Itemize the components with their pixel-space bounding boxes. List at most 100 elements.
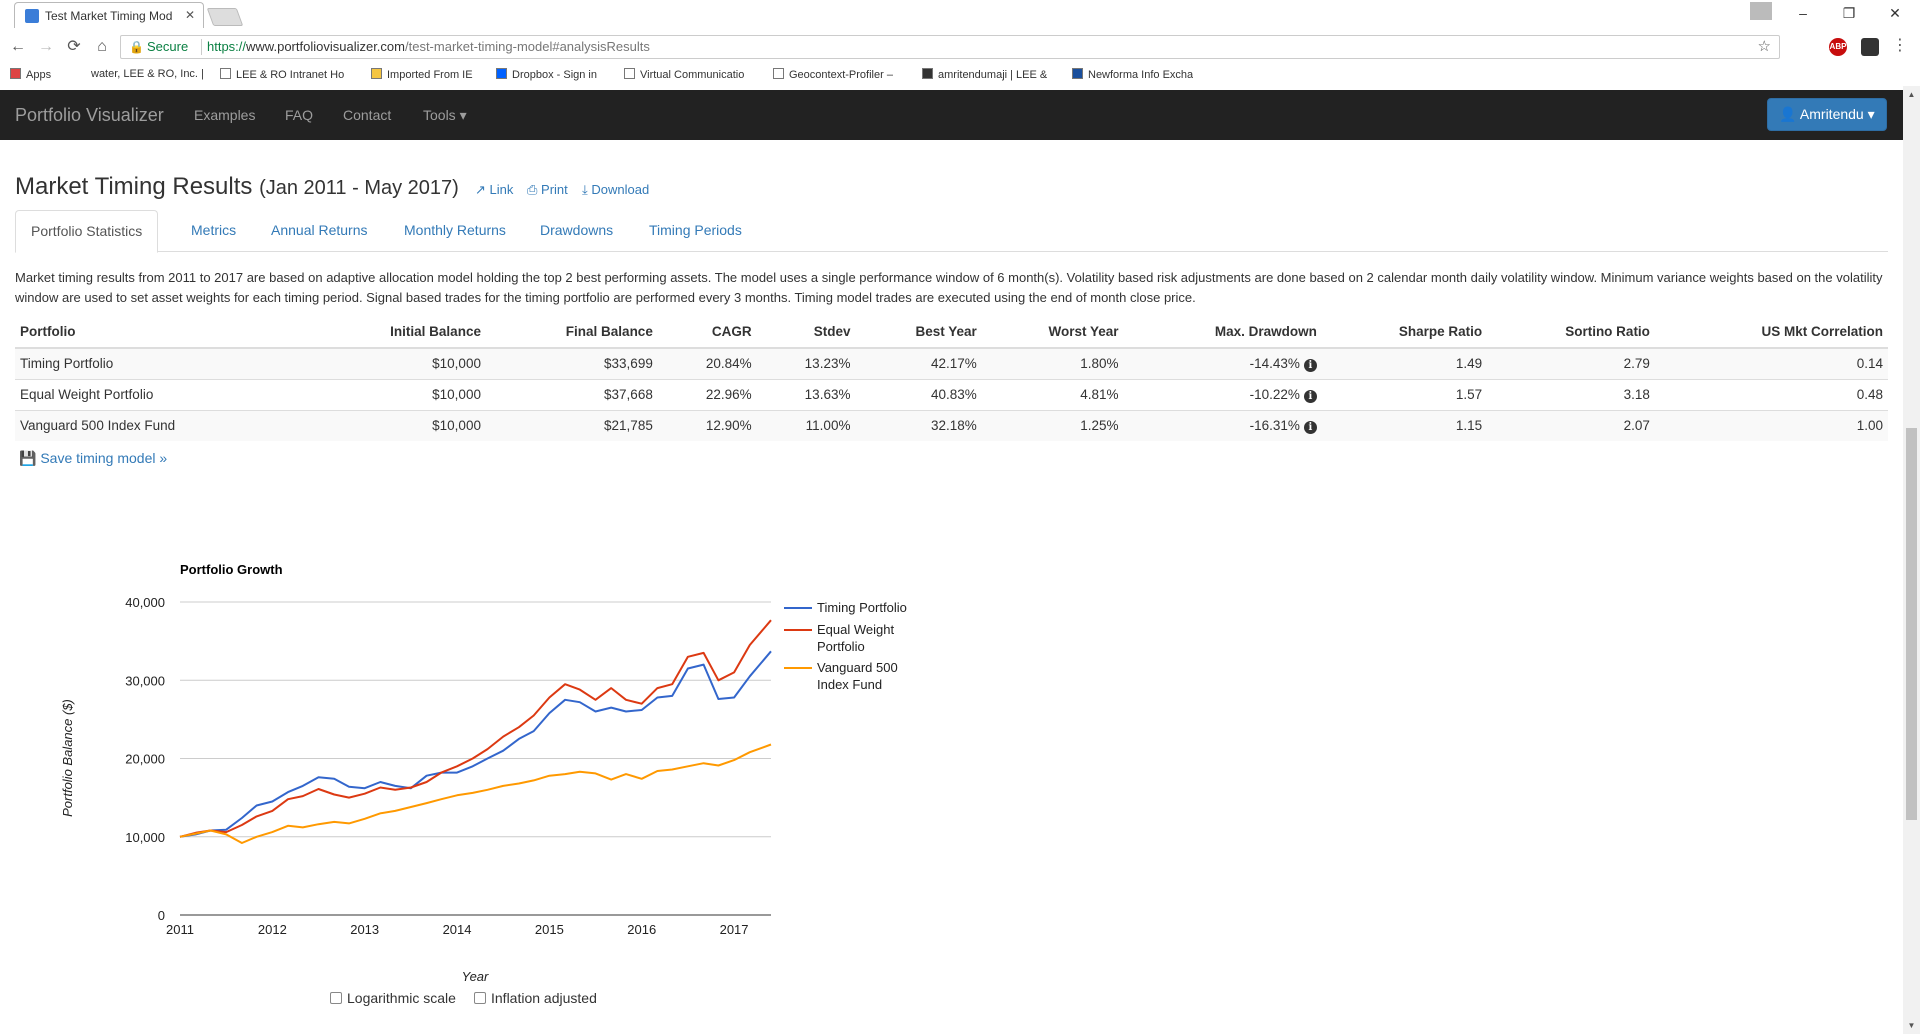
bookmark-item[interactable]: water, LEE & RO, Inc. | <box>91 68 204 80</box>
x-tick-label: 2016 <box>627 922 656 937</box>
table-cell: 22.96% <box>657 378 757 410</box>
bookmark-item[interactable]: Newforma Info Excha <box>1072 68 1193 81</box>
info-icon[interactable]: i <box>1303 389 1317 403</box>
column-header: Max. Drawdown <box>1123 316 1322 349</box>
scroll-down-icon[interactable]: ▼ <box>1907 1021 1916 1030</box>
new-tab-button[interactable] <box>206 8 244 26</box>
bookmark-star-icon[interactable]: ☆ <box>1757 38 1771 55</box>
table-cell: $33,699 <box>485 347 658 379</box>
tab-timing-periods[interactable]: Timing Periods <box>649 222 742 238</box>
info-icon[interactable]: i <box>1303 420 1317 434</box>
tab-metrics[interactable]: Metrics <box>191 222 237 238</box>
table-cell: 2.79 <box>1487 347 1655 379</box>
save-timing-model-link[interactable]: 💾 Save timing model » <box>19 450 168 466</box>
table-cell: 11.00% <box>756 409 856 441</box>
scroll-up-icon[interactable]: ▲ <box>1907 90 1916 99</box>
checkbox-box[interactable] <box>474 992 486 1004</box>
table-cell: $21,785 <box>485 409 658 441</box>
tab-portfolio-statistics[interactable]: Portfolio Statistics <box>15 210 159 253</box>
bookmark-item[interactable]: amritendumaji | LEE & <box>922 68 1047 81</box>
tab-monthly-returns[interactable]: Monthly Returns <box>404 222 506 238</box>
extension-icon[interactable] <box>1861 38 1879 56</box>
user-menu-button[interactable]: 👤 Amritendu ▾ <box>1767 98 1887 131</box>
table-cell: 13.63% <box>756 378 856 410</box>
table-cell: 20.84% <box>657 347 757 379</box>
adblock-extension-icon[interactable]: ABP <box>1829 38 1847 56</box>
browser-tab-title: Test Market Timing Mod <box>45 9 173 23</box>
bookmark-label: water, LEE & RO, Inc. | <box>91 68 204 80</box>
x-tick-label: 2015 <box>535 922 564 937</box>
log-scale-checkbox[interactable]: Logarithmic scale <box>330 990 456 1006</box>
nav-examples[interactable]: Examples <box>194 107 256 123</box>
scrollbar-thumb[interactable] <box>1906 428 1917 820</box>
bookmark-item[interactable]: Geocontext-Profiler – <box>773 68 893 81</box>
bookmark-item[interactable]: Apps <box>10 68 51 81</box>
info-icon[interactable]: i <box>1303 358 1317 372</box>
site-navbar: Portfolio Visualizer Examples FAQ Contac… <box>0 90 1903 140</box>
page-scrollbar[interactable]: ▲ ▼ <box>1903 86 1920 1034</box>
bookmark-item[interactable]: Virtual Communicatio <box>624 68 744 81</box>
chrome-menu-icon[interactable]: ⋮ <box>1892 37 1908 54</box>
brand-link[interactable]: Portfolio Visualizer <box>15 105 164 125</box>
back-arrow-icon[interactable]: ← <box>10 38 26 55</box>
nav-contact[interactable]: Contact <box>343 107 392 123</box>
checkbox-box[interactable] <box>330 992 342 1004</box>
table-cell: 1.49 <box>1321 347 1488 379</box>
table-row: Timing Portfolio $10,000 $33,699 20.84% 13.2… <box>15 347 1888 379</box>
browser-toolbar: ← → ⟳ ⌂ 🔒 Secure https://www.portfoliovi… <box>0 32 1920 62</box>
globe-icon <box>773 68 784 79</box>
close-window-icon[interactable]: ✕ <box>1889 5 1901 21</box>
bookmark-item[interactable]: Imported From IE <box>371 68 473 81</box>
bookmark-label: Imported From IE <box>387 69 473 81</box>
table-cell: $10,000 <box>307 347 486 379</box>
print-action[interactable]: ⎙ Print <box>527 182 568 197</box>
tab-drawdowns[interactable]: Drawdowns <box>540 222 614 238</box>
download-action[interactable]: ⤓ Download <box>582 182 650 197</box>
nav-faq[interactable]: FAQ <box>285 107 314 123</box>
restore-window-icon[interactable]: ❐ <box>1842 5 1856 21</box>
reload-icon[interactable]: ⟳ <box>67 38 81 55</box>
minimize-window-icon[interactable]: – <box>1799 5 1807 21</box>
table-header-row: Portfolio Initial Balance Final Balance CAG… <box>15 316 1888 349</box>
browser-tab-strip: Test Market Timing Mod ✕ – ❐ ✕ <box>0 0 1920 28</box>
tab-annual-returns[interactable]: Annual Returns <box>271 222 368 238</box>
table-cell: 40.83% <box>855 378 982 410</box>
table-cell: Timing Portfolio <box>15 347 308 379</box>
series-line <box>179 743 772 844</box>
table-cell: 1.25% <box>981 409 1124 441</box>
table-cell: Vanguard 500 Index Fund <box>15 409 308 441</box>
bookmark-label: amritendumaji | LEE & <box>938 69 1048 81</box>
bookmark-item[interactable]: Dropbox - Sign in <box>496 68 597 81</box>
bookmark-label: LEE & RO Intranet Ho <box>236 69 345 81</box>
dropbox-icon <box>496 68 507 79</box>
link-action[interactable]: ↗ Link <box>475 182 514 197</box>
bookmark-item[interactable]: LEE & RO Intranet Ho <box>220 68 344 81</box>
x-tick-label: 2013 <box>350 922 379 937</box>
y-tick-label: 40,000 <box>125 595 165 610</box>
table-cell: $37,668 <box>485 378 658 410</box>
close-tab-icon[interactable]: ✕ <box>184 8 195 22</box>
table-cell: 2.07 <box>1487 409 1655 441</box>
external-link-icon: ↗ <box>475 182 486 197</box>
nav-tools-dropdown[interactable]: Tools ▾ <box>423 107 467 123</box>
user-icon: 👤 <box>1779 106 1797 122</box>
column-header: Stdev <box>756 316 856 349</box>
table-cell: -10.22% i <box>1123 378 1322 410</box>
x-tick-label: 2017 <box>720 922 749 937</box>
table-cell: 13.23% <box>756 347 856 379</box>
forward-arrow-icon[interactable]: → <box>38 38 54 55</box>
table-cell: 3.18 <box>1487 378 1655 410</box>
table-row: Vanguard 500 Index Fund $10,000 $21,785 12.… <box>15 409 1888 441</box>
hash-icon <box>922 68 933 79</box>
print-icon: ⎙ <box>527 182 538 197</box>
table-cell: 1.57 <box>1321 378 1488 410</box>
browser-tab[interactable]: Test Market Timing Mod ✕ <box>14 2 204 28</box>
address-bar[interactable]: 🔒 Secure https://www.portfoliovisualizer… <box>120 35 1780 59</box>
address-separator <box>201 39 202 55</box>
legend-label: Equal Weight Portfolio <box>817 622 894 654</box>
chart-title: Portfolio Growth <box>180 562 283 577</box>
x-tick-label: 2012 <box>258 922 287 937</box>
inflation-adjusted-checkbox[interactable]: Inflation adjusted <box>474 990 597 1006</box>
home-icon[interactable]: ⌂ <box>97 38 107 55</box>
profile-icon[interactable] <box>1750 2 1772 20</box>
